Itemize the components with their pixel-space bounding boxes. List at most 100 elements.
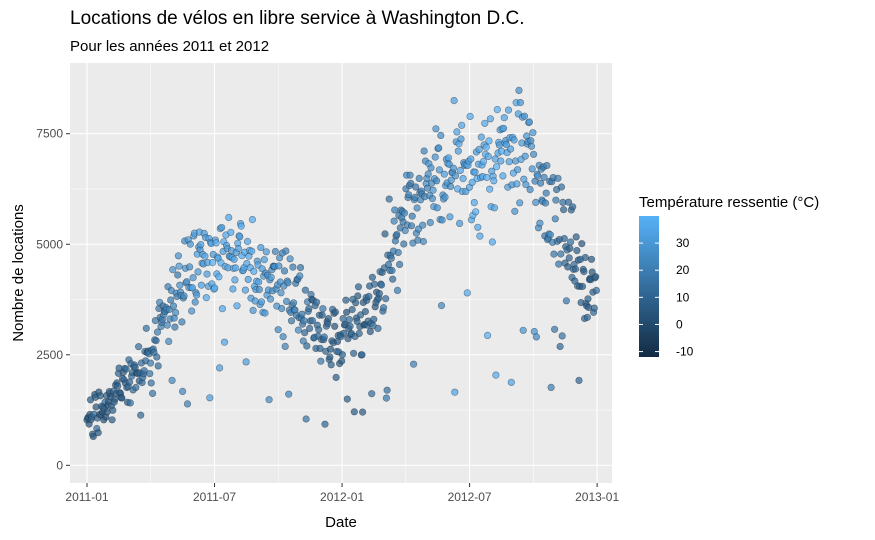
data-point: [454, 147, 462, 155]
data-point: [338, 351, 347, 359]
data-point: [482, 143, 490, 151]
data-point: [171, 323, 179, 331]
data-point: [146, 370, 154, 378]
data-point: [255, 278, 263, 286]
data-point: [287, 317, 296, 325]
y-axis-ticks: 0 2500 5000 7500: [36, 127, 70, 472]
data-point: [470, 199, 478, 207]
y-tick-label: 5000: [36, 237, 63, 251]
legend-tick-label: -10: [676, 345, 694, 359]
data-point: [493, 105, 501, 114]
data-point: [281, 342, 289, 351]
data-point: [220, 338, 229, 346]
data-point: [266, 295, 275, 303]
data-point: [377, 281, 386, 289]
data-point: [358, 351, 366, 359]
data-point: [167, 296, 175, 304]
data-point: [484, 152, 492, 160]
data-point: [432, 125, 440, 133]
data-point: [365, 292, 373, 301]
data-point: [271, 247, 280, 256]
data-point: [427, 164, 435, 172]
data-point: [174, 252, 182, 260]
data-point: [350, 349, 358, 357]
data-point: [504, 106, 513, 114]
data-point: [400, 209, 409, 217]
data-point: [174, 271, 182, 279]
data-point: [543, 161, 551, 170]
data-point: [282, 247, 290, 255]
data-point: [233, 302, 241, 310]
x-tick-label: 2011-07: [193, 490, 236, 504]
data-point: [424, 170, 432, 178]
data-point: [408, 212, 416, 220]
data-point: [510, 136, 518, 144]
data-point: [459, 175, 467, 183]
data-point: [230, 255, 238, 263]
data-point: [242, 358, 250, 366]
y-tick-label: 2500: [36, 348, 63, 362]
data-point: [152, 337, 160, 345]
data-point: [149, 389, 157, 398]
data-point: [438, 216, 446, 224]
data-point: [393, 286, 402, 295]
data-point: [366, 328, 374, 336]
data-point: [257, 243, 265, 252]
data-point: [146, 359, 155, 367]
data-point: [122, 365, 130, 373]
data-point: [274, 326, 282, 334]
data-point: [554, 174, 562, 182]
data-point: [249, 306, 257, 315]
data-point: [308, 317, 317, 325]
data-point: [471, 168, 479, 176]
data-point: [511, 207, 519, 215]
data-point: [244, 275, 252, 284]
data-point: [153, 353, 161, 361]
data-point: [578, 282, 587, 291]
data-point: [300, 317, 308, 325]
data-point: [191, 298, 199, 306]
data-point: [280, 267, 289, 275]
data-point: [354, 283, 363, 291]
data-point: [385, 195, 393, 203]
legend-tick-label: 20: [676, 263, 690, 277]
data-point: [516, 98, 525, 107]
data-point: [211, 284, 219, 292]
data-point: [550, 325, 559, 333]
data-point: [197, 281, 205, 289]
data-point: [490, 177, 498, 185]
data-point: [188, 284, 196, 292]
data-point: [236, 233, 244, 241]
data-point: [301, 286, 310, 294]
data-point: [237, 222, 245, 230]
data-point: [440, 170, 448, 178]
data-point: [466, 112, 474, 120]
data-point: [476, 232, 484, 240]
data-point: [283, 297, 291, 306]
data-point: [441, 193, 449, 201]
plot-panel: [70, 63, 612, 483]
data-point: [419, 237, 428, 246]
data-point: [513, 166, 522, 174]
y-tick-label: 7500: [36, 127, 63, 141]
data-point: [324, 315, 333, 323]
data-point: [350, 408, 358, 416]
data-point: [255, 286, 264, 294]
data-point: [488, 238, 497, 246]
data-point: [458, 121, 466, 129]
data-point: [346, 322, 354, 330]
data-point: [305, 305, 313, 313]
data-point: [559, 206, 568, 214]
data-point: [451, 172, 460, 180]
data-point: [490, 204, 499, 212]
data-point: [560, 235, 568, 243]
data-point: [547, 383, 555, 392]
data-point: [327, 361, 335, 369]
data-point: [542, 189, 550, 197]
data-point: [368, 390, 376, 398]
data-point: [581, 253, 589, 262]
data-point: [243, 237, 252, 246]
data-point: [352, 299, 360, 307]
data-point: [515, 86, 523, 94]
data-point: [299, 337, 307, 345]
